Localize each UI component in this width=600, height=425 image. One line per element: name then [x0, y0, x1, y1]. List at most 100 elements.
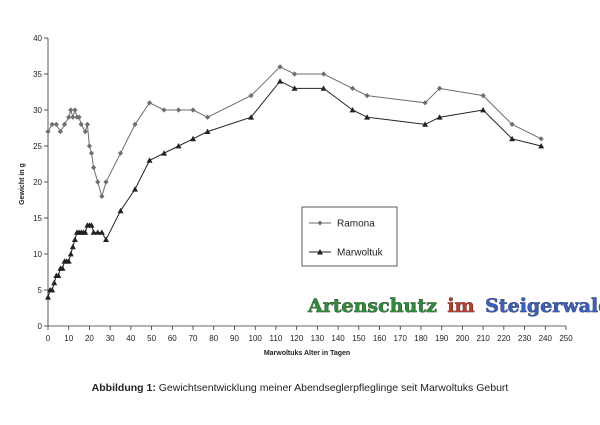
- data-point-ramona: [88, 150, 95, 156]
- y-tick-label: 20: [33, 178, 42, 187]
- data-point-marwoltuk: [103, 236, 110, 242]
- data-point-marwoltuk: [132, 186, 139, 192]
- data-point-marwoltuk: [51, 279, 58, 286]
- x-tick-label: 120: [290, 334, 304, 343]
- x-tick-label: 30: [106, 334, 115, 343]
- x-tick-label: 70: [189, 334, 198, 343]
- data-point-marwoltuk: [69, 243, 76, 250]
- x-tick-label: 80: [209, 334, 218, 343]
- data-point-marwoltuk: [82, 229, 89, 235]
- legend-marker-ramona: [317, 220, 323, 226]
- data-point-ramona: [72, 107, 78, 113]
- data-point-ramona: [86, 143, 93, 149]
- data-point-marwoltuk: [320, 85, 327, 91]
- data-point-marwoltuk: [146, 157, 153, 163]
- data-point-ramona: [161, 107, 167, 113]
- series-marwoltuk: [45, 78, 545, 300]
- legend-label-marwoltuk: Marwoltuk: [337, 248, 384, 259]
- data-point-ramona: [117, 150, 124, 156]
- data-point-ramona: [422, 100, 428, 106]
- x-tick-label: 10: [64, 334, 73, 343]
- y-axis-title: Gewicht in g: [19, 163, 26, 205]
- data-point-marwoltuk: [98, 229, 105, 235]
- data-point-marwoltuk: [45, 294, 51, 300]
- legend-label-ramona: Ramona: [337, 219, 375, 230]
- data-point-ramona: [45, 129, 51, 135]
- data-point-ramona: [90, 165, 97, 171]
- data-point-ramona: [70, 114, 76, 120]
- x-axis-title: Marwoltuks Alter in Tagen: [264, 350, 350, 357]
- watermark-word-steigerwald: Steigerwald: [485, 295, 600, 317]
- data-point-marwoltuk: [94, 229, 101, 235]
- caption-label: Abbildung 1:: [91, 382, 156, 394]
- x-tick-label: 140: [331, 334, 345, 343]
- x-tick-label: 210: [476, 334, 490, 343]
- data-point-marwoltuk: [49, 287, 56, 293]
- chart-axes: [44, 37, 567, 330]
- data-point-marwoltuk: [422, 121, 429, 127]
- data-point-marwoltuk: [175, 143, 182, 149]
- data-point-marwoltuk: [117, 207, 124, 214]
- data-point-marwoltuk: [248, 114, 255, 120]
- x-tick-label: 90: [230, 334, 239, 343]
- legend-marker-marwoltuk: [317, 249, 323, 255]
- x-tick-label: 250: [559, 334, 573, 343]
- tick-labels: 0 5 10 15 20 25 30 35 40 0 10 20 30 40 50 60 70 80 90 100 11…: [33, 34, 573, 343]
- data-point-marwoltuk: [55, 272, 62, 278]
- watermark-word-im: im: [447, 295, 474, 317]
- data-point-ramona: [49, 121, 55, 127]
- watermark: Artenschutz im Steigerwald: [307, 295, 600, 318]
- data-point-marwoltuk: [90, 229, 97, 235]
- data-point-marwoltuk: [436, 114, 443, 120]
- x-tick-label: 200: [456, 334, 470, 343]
- data-point-ramona: [146, 100, 153, 106]
- x-tick-label: 40: [126, 334, 135, 343]
- x-tick-label: 230: [518, 334, 532, 343]
- x-tick-label: 220: [497, 334, 511, 343]
- x-tick-label: 100: [249, 334, 263, 343]
- data-point-marwoltuk: [277, 78, 284, 84]
- data-point-marwoltuk: [161, 150, 168, 156]
- x-tick-label: 240: [539, 334, 553, 343]
- data-point-ramona: [364, 93, 370, 99]
- x-tick-label: 170: [394, 334, 408, 343]
- data-point-marwoltuk: [509, 135, 516, 142]
- data-point-ramona: [84, 121, 90, 127]
- data-point-ramona: [82, 129, 88, 135]
- data-point-ramona: [76, 114, 82, 120]
- data-point-marwoltuk: [204, 128, 211, 134]
- data-point-marwoltuk: [349, 107, 356, 113]
- data-point-ramona: [277, 64, 283, 70]
- caption-text: Gewichtsentwicklung meiner Abendseglerpf…: [155, 382, 509, 394]
- data-point-ramona: [291, 71, 298, 77]
- data-point-marwoltuk: [190, 135, 197, 142]
- data-point-ramona: [132, 121, 138, 127]
- x-tick-label: 190: [435, 334, 449, 343]
- data-point-marwoltuk: [88, 222, 95, 228]
- x-tick-label: 130: [311, 334, 325, 343]
- x-tick-label: 0: [46, 334, 51, 343]
- data-point-ramona: [437, 85, 443, 91]
- series-line-marwoltuk: [47, 80, 542, 298]
- y-tick-label: 5: [38, 286, 43, 295]
- x-tick-label: 60: [168, 334, 177, 343]
- y-tick-label: 35: [33, 70, 42, 79]
- x-tick-label: 150: [352, 334, 366, 343]
- data-point-ramona: [349, 85, 356, 91]
- y-tick-label: 10: [33, 250, 42, 259]
- data-point-ramona: [61, 121, 68, 127]
- series-ramona: [45, 64, 544, 199]
- x-tick-label: 180: [414, 334, 428, 343]
- legend: Ramona Marwoltuk: [301, 206, 398, 267]
- data-point-ramona: [175, 107, 182, 113]
- data-point-ramona: [57, 129, 64, 135]
- svg-text:Artenschutz im: Artenschutz im Steigerwald: [307, 295, 600, 317]
- data-point-ramona: [95, 179, 101, 185]
- data-point-ramona: [204, 114, 211, 120]
- data-point-marwoltuk: [364, 114, 371, 120]
- y-tick-label: 30: [33, 106, 42, 115]
- data-point-ramona: [103, 179, 109, 185]
- x-tick-label: 20: [85, 334, 94, 343]
